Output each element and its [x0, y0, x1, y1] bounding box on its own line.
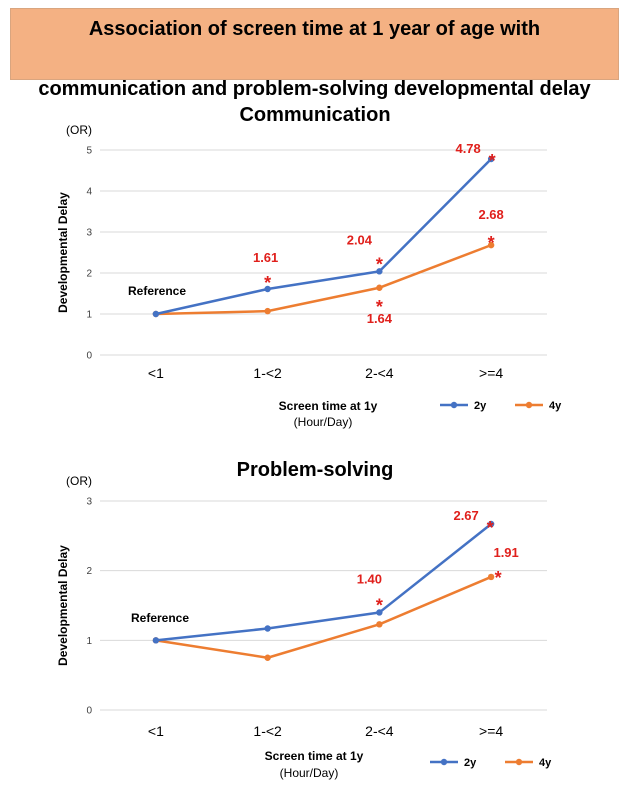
- chart1-legend-label-4y: 4y: [549, 400, 562, 412]
- chart1-significance-star: *: [376, 297, 383, 317]
- chart1-data-label: 2.04: [347, 232, 373, 247]
- chart1-x-tick-label: <1: [148, 365, 164, 381]
- chart2-legend-marker-4y: [515, 758, 523, 766]
- banner-title: Association of screen time at 1 year of …: [38, 0, 590, 104]
- chart2-y-axis-label: Developmental Delay: [56, 545, 70, 666]
- chart1-point-4y: [376, 284, 383, 291]
- chart2-series-line-4y: [155, 575, 492, 659]
- chart2-point-2y: [152, 637, 160, 644]
- chart2-point-4y: [376, 621, 383, 628]
- chart2-x-tick-label: <1: [148, 723, 164, 739]
- chart2-unit-label: (OR): [66, 474, 92, 488]
- chart1-point-4y: [487, 241, 495, 249]
- title-banner: Association of screen time at 1 year of …: [10, 8, 619, 100]
- chart2-point-2y: [376, 609, 383, 616]
- chart1-legend-label-2y: 2y: [474, 400, 487, 412]
- chart2-y-tick-label: 0: [86, 706, 92, 717]
- chart2-y-tick-label: 2: [86, 566, 92, 577]
- chart1-x-tick-label: 1-<2: [253, 365, 282, 381]
- chart1-x-tick-label: 2-<4: [365, 365, 394, 381]
- chart2-y-tick-label: 1: [86, 636, 92, 647]
- chart2-point-4y: [487, 573, 495, 581]
- chart1-x-tick-label: >=4: [479, 365, 503, 381]
- chart2-series-line-2y: [155, 523, 492, 642]
- chart2-x-axis-label: Screen time at 1y: [265, 749, 364, 763]
- chart2-point-4y: [264, 654, 271, 661]
- chart1-significance-star: *: [488, 233, 495, 253]
- chart1-point-2y: [264, 285, 271, 293]
- chart1-y-tick-label: 5: [86, 146, 92, 157]
- chart2-point-2y: [264, 625, 271, 632]
- chart1-x-axis-label: Screen time at 1y: [279, 399, 378, 413]
- chart1-title: Communication: [239, 104, 390, 126]
- chart2-legend-marker-2y: [440, 758, 448, 766]
- chart1-y-axis-label: Developmental Delay: [56, 192, 70, 313]
- chart2-legend-label-4y: 4y: [539, 757, 552, 769]
- chart1-point-2y: [152, 310, 160, 318]
- chart1-y-tick-label: 3: [86, 228, 92, 239]
- chart1-y-tick-label: 4: [86, 187, 92, 198]
- chart2-x-tick-label: 1-<2: [253, 723, 282, 739]
- banner-title-line2: communication and problem-solving develo…: [38, 78, 591, 100]
- chart1-data-label: 1.64: [367, 311, 393, 326]
- chart1-point-2y: [376, 268, 383, 275]
- chart2-significance-star: *: [376, 595, 383, 615]
- chart1-y-tick-label: 1: [86, 310, 92, 321]
- chart1-significance-star: *: [489, 151, 496, 171]
- chart1-unit-label: (OR): [66, 123, 92, 137]
- chart1-legend-marker-4y: [525, 401, 533, 409]
- chart2-point-2y: [487, 520, 495, 528]
- chart2-title: Problem-solving: [237, 459, 394, 481]
- chart1-legend-marker-2y: [450, 401, 458, 409]
- chart2-data-label: 1.40: [357, 571, 382, 586]
- banner-title-line1: Association of screen time at 1 year of …: [88, 18, 541, 40]
- chart1-significance-star: *: [376, 254, 383, 274]
- chart1-series-line-2y: [155, 158, 493, 316]
- chart2-x-tick-label: 2-<4: [365, 723, 394, 739]
- chart2-data-label: 1.91: [493, 545, 518, 560]
- chart2-x-axis-unit: (Hour/Day): [280, 766, 339, 780]
- chart1-point-4y: [264, 307, 271, 315]
- chart2-significance-star: *: [487, 518, 494, 538]
- chart1-point-2y: [487, 155, 495, 163]
- chart1-data-label: 4.78: [455, 141, 480, 156]
- chart1-y-tick-label: 2: [86, 269, 92, 280]
- chart2-y-tick-label: 3: [86, 497, 92, 508]
- chart1-data-label: 2.68: [478, 207, 503, 222]
- chart1-reference-label: Reference: [128, 284, 186, 298]
- chart1-data-label: 1.61: [253, 250, 278, 265]
- chart1-y-tick-label: 0: [86, 351, 92, 362]
- chart2-x-tick-label: >=4: [479, 723, 503, 739]
- chart1-series-line-4y: [155, 243, 492, 316]
- chart1-x-axis-unit: (Hour/Day): [294, 415, 353, 429]
- chart2-reference-label: Reference: [131, 611, 189, 625]
- chart2-significance-star: *: [495, 568, 502, 588]
- chart2-legend-label-2y: 2y: [464, 757, 477, 769]
- chart1-significance-star: *: [264, 273, 271, 293]
- chart2-data-label: 2.67: [453, 508, 478, 523]
